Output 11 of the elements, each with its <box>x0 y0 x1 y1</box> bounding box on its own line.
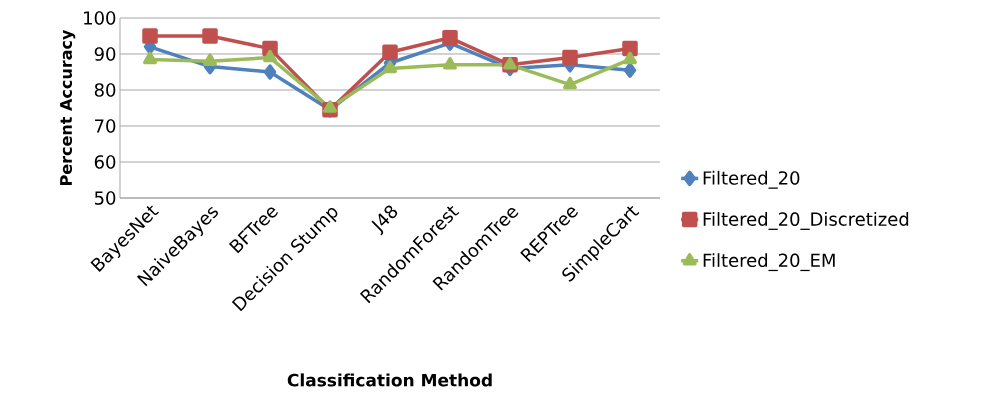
y-tick-label: 100 <box>84 11 116 25</box>
y-tick-label: 50 <box>94 191 116 205</box>
legend-label: Filtered_20 <box>703 170 800 189</box>
y-tick-label: 60 <box>94 155 116 169</box>
legend-label: Filtered_20_EM <box>703 253 835 272</box>
y-tick-label: 90 <box>94 47 116 61</box>
legend-label: Filtered_20_Discretized <box>703 212 909 230</box>
y-tick-label: 80 <box>94 83 116 97</box>
x-axis-title: Classification Method <box>287 373 492 387</box>
y-tick-label: 70 <box>95 119 116 133</box>
y-axis-title: Percent Accuracy <box>60 29 76 185</box>
